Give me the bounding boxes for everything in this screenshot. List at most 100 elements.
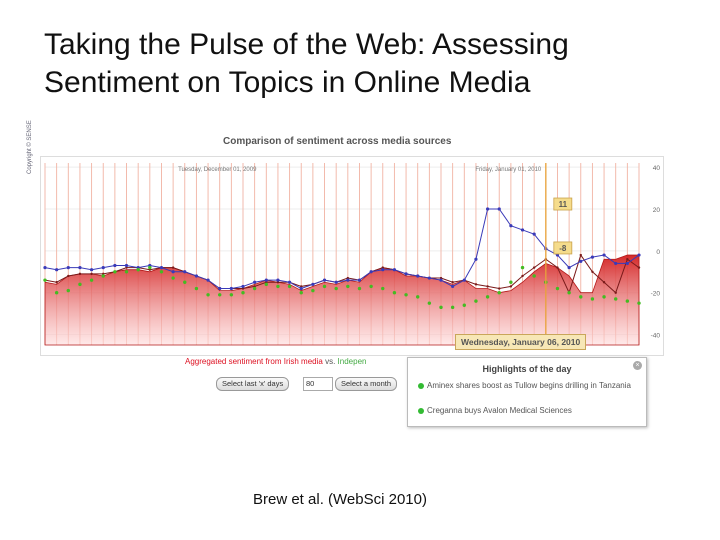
independent-point: [194, 286, 199, 291]
highlight-item-text: Creganna buys Avalon Medical Sciences: [427, 406, 572, 415]
independent-point: [590, 297, 595, 301]
red-series-line-point: [614, 291, 617, 294]
independent-point: [509, 280, 513, 284]
citation: Brew et al. (WebSci 2010): [253, 491, 427, 508]
blue-series-line-point: [474, 257, 478, 261]
blue-series-line-point: [183, 270, 187, 274]
chart-title: Comparison of sentiment across media sou…: [223, 136, 452, 147]
select-month-button[interactable]: Select a month: [335, 377, 398, 391]
highlight-item[interactable]: Aminex shares boost as Tullow begins dri…: [418, 381, 633, 390]
blue-series-line-point: [579, 259, 583, 263]
red-series-line-point: [171, 266, 175, 269]
independent-point: [229, 293, 234, 297]
y-tick-label: 40: [653, 165, 661, 172]
days-input[interactable]: 80: [303, 377, 333, 391]
blue-series-line-point: [55, 268, 59, 272]
independent-point: [89, 278, 94, 282]
blue-series-line-point: [416, 274, 420, 278]
blue-series-line-point: [206, 278, 210, 282]
red-series-line-point: [521, 274, 524, 278]
blue-series-line-point: [66, 265, 70, 270]
blue-series-line-point: [276, 278, 280, 282]
red-series-line-point: [55, 281, 58, 284]
blue-series-line-point: [509, 224, 513, 228]
independent-point: [567, 291, 571, 295]
blue-series-line-point: [520, 228, 525, 232]
blue-series-line-point: [357, 278, 362, 282]
red-series-line-point: [498, 287, 501, 290]
red-series-line-point: [439, 276, 443, 280]
independent-point: [124, 270, 129, 274]
y-tick-label: -20: [651, 291, 661, 298]
blue-series-line-point: [287, 280, 292, 284]
blue-series-line-point: [602, 253, 606, 257]
independent-point: [148, 265, 152, 270]
callout-box: [553, 197, 573, 211]
blue-series-line-point: [253, 280, 257, 284]
independent-point: [381, 286, 385, 291]
independent-point: [625, 299, 630, 303]
independent-point: [113, 270, 117, 274]
blue-series-line-point: [194, 274, 199, 278]
blue-series-line-point: [43, 265, 47, 270]
independent-point: [485, 295, 490, 299]
independent-point: [520, 265, 525, 270]
blue-series-line-point: [567, 265, 571, 270]
red-series-line-point: [602, 281, 606, 284]
red-series-line-point: [78, 272, 82, 276]
red-series-line-point: [451, 281, 454, 284]
date-label: Tuesday, December 01, 2009: [178, 167, 257, 173]
blue-series-line-point: [124, 263, 129, 268]
red-series-line-point: [486, 285, 489, 288]
blue-series-line-point: [311, 282, 315, 286]
independent-point: [579, 295, 583, 299]
blue-series-line-point: [346, 278, 350, 282]
red-series-line: [44, 253, 640, 295]
independent-point: [416, 295, 420, 299]
blue-series-line-point: [218, 286, 222, 291]
blue-series-line-point: [229, 286, 233, 291]
independent-point: [439, 305, 443, 310]
blue-series-line-point: [159, 265, 164, 270]
chart-plot[interactable]: 40 20 0 -20 -40 Tuesday, December 01, 2009 Fri…: [41, 157, 663, 355]
blue-series-line-point: [404, 272, 408, 276]
independent-point: [136, 267, 140, 272]
red-series-line-point: [381, 266, 384, 269]
red-series-line-point: [276, 281, 280, 284]
blue-series-line-point: [334, 280, 338, 284]
red-series-line-point: [591, 270, 594, 273]
select-last-days-button[interactable]: Select last 'x' days: [216, 377, 290, 391]
independent-point: [159, 270, 164, 274]
blue-series-line-point: [101, 265, 105, 270]
independent-point: [427, 301, 432, 305]
blue-series-line-point: [322, 278, 327, 282]
close-icon[interactable]: ×: [633, 361, 642, 370]
independent-point: [287, 284, 292, 289]
independent-point: [43, 278, 47, 282]
independent-point: [101, 274, 105, 278]
red-series-line-point: [346, 276, 350, 280]
independent-point: [497, 291, 501, 295]
independent-point: [171, 276, 175, 280]
aggregated-label: Aggregated sentiment from Irish media vs…: [185, 357, 366, 366]
blue-series-line-point: [637, 253, 641, 257]
independent-point: [462, 303, 466, 307]
red-series-line-point: [637, 266, 641, 269]
highlight-item[interactable]: Creganna buys Avalon Medical Sciences: [418, 406, 633, 415]
red-series-line-point: [474, 283, 478, 286]
independent-point: [392, 291, 397, 295]
highlight-item-text: Aminex shares boost as Tullow begins dri…: [427, 381, 631, 390]
red-series-line-point: [626, 258, 629, 261]
highlights-title: Highlights of the day: [482, 364, 572, 374]
blue-series-line-point: [614, 261, 618, 266]
red-series-line-point: [532, 266, 536, 269]
independent-point: [357, 286, 362, 291]
blue-series-line-point: [485, 207, 490, 211]
plot-frame[interactable]: 40 20 0 -20 -40 Tuesday, December 01, 2009 Fri…: [40, 156, 664, 356]
copyright-credit: Copyright © SENSE: [27, 120, 33, 174]
independent-point: [637, 301, 641, 305]
independent-point: [450, 305, 455, 310]
blue-series-line-point: [590, 255, 595, 259]
red-series-line-point: [67, 274, 70, 278]
green-dot-icon: [418, 382, 424, 389]
